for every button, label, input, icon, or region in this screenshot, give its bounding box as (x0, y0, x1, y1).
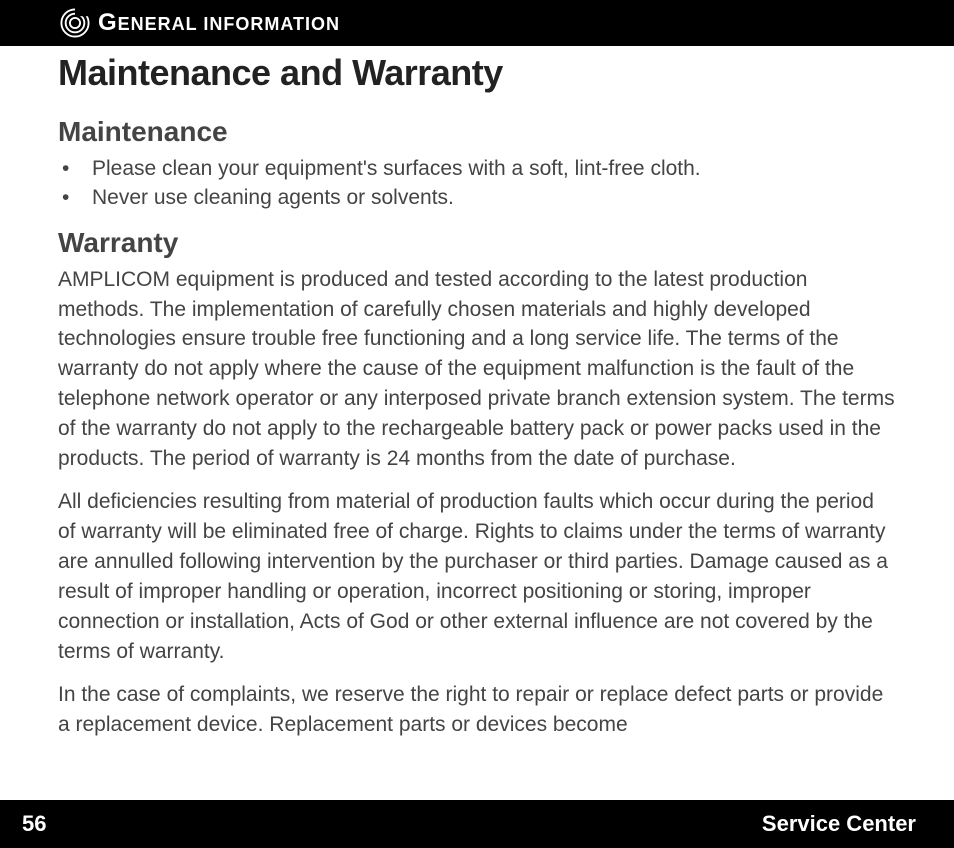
page: GENERAL INFORMATION Maintenance and Warr… (0, 0, 954, 848)
section-label-rest: ENERAL INFORMATION (118, 14, 340, 34)
swirl-icon (58, 6, 92, 40)
list-item: Never use cleaning agents or solvents. (58, 183, 896, 212)
warranty-para-2: All deficiencies resulting from material… (58, 487, 896, 666)
page-title: Maintenance and Warranty (58, 52, 896, 94)
list-item: Please clean your equipment's surfaces w… (58, 154, 896, 183)
footer-band: 56 Service Center (0, 800, 954, 848)
section-label: GENERAL INFORMATION (98, 9, 340, 37)
warranty-para-3: In the case of complaints, we reserve th… (58, 680, 896, 740)
warranty-heading: Warranty (58, 227, 896, 259)
footer-label: Service Center (762, 811, 916, 837)
warranty-para-1: AMPLICOM equipment is produced and teste… (58, 265, 896, 474)
maintenance-heading: Maintenance (58, 116, 896, 148)
maintenance-list: Please clean your equipment's surfaces w… (58, 154, 896, 213)
page-number: 56 (22, 811, 46, 837)
section-label-big: G (98, 9, 118, 36)
content: Maintenance and Warranty Maintenance Ple… (0, 46, 954, 800)
header-band: GENERAL INFORMATION (0, 0, 954, 46)
